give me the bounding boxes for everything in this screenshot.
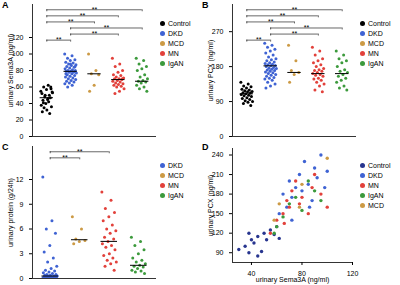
svg-text:80: 80 <box>16 67 24 74</box>
html-text:DKD: DKD <box>368 29 383 37</box>
html-text:C: C <box>2 142 9 152</box>
svg-text:240: 240 <box>212 151 224 158</box>
html-text:Control: Control <box>368 19 391 27</box>
svg-text:urinary protein (g/24h): urinary protein (g/24h) <box>7 178 15 247</box>
html-text:MN: MN <box>168 49 179 57</box>
html-text:MN: MN <box>368 181 379 189</box>
html-text:DKD: DKD <box>168 161 183 169</box>
html-text:D: D <box>202 142 209 152</box>
html-text:Control: Control <box>168 19 191 27</box>
svg-text:120: 120 <box>11 33 24 41</box>
html-text:MN: MN <box>368 49 379 57</box>
svg-text:120: 120 <box>211 229 224 237</box>
svg-text:urinary Sema3A (ng/ml): urinary Sema3A (ng/ml) <box>256 276 330 284</box>
svg-text:90: 90 <box>216 98 224 105</box>
svg-text:180: 180 <box>211 62 224 70</box>
svg-text:**: ** <box>256 36 262 43</box>
svg-text:**: ** <box>268 18 274 25</box>
svg-text:90: 90 <box>216 249 224 256</box>
svg-text:3: 3 <box>20 250 24 257</box>
svg-text:**: ** <box>292 6 298 13</box>
svg-text:**: ** <box>80 12 86 19</box>
svg-text:**: ** <box>280 12 286 19</box>
svg-text:120: 120 <box>347 270 359 277</box>
html-text:A: A <box>2 0 9 10</box>
html-text:MN: MN <box>168 181 179 189</box>
svg-text:**: ** <box>104 24 110 31</box>
svg-text:**: ** <box>62 154 68 161</box>
svg-text:**: ** <box>292 30 298 37</box>
svg-text:40: 40 <box>248 270 256 277</box>
svg-text:270: 270 <box>212 28 224 35</box>
svg-text:0: 0 <box>220 133 224 140</box>
html-text:MCD: MCD <box>168 171 184 179</box>
svg-text:60: 60 <box>16 83 24 90</box>
html-text:DKD: DKD <box>368 171 383 179</box>
svg-text:9: 9 <box>20 200 24 207</box>
svg-text:**: ** <box>92 6 98 13</box>
svg-text:6: 6 <box>20 225 24 232</box>
html-text:IgAN: IgAN <box>168 59 184 67</box>
svg-text:**: ** <box>77 148 83 155</box>
html-text:MCD: MCD <box>368 201 384 209</box>
svg-text:80: 80 <box>298 270 306 278</box>
html-text:IgAN: IgAN <box>368 191 384 199</box>
svg-text:urinary Sema3A (ng/ml): urinary Sema3A (ng/ml) <box>7 34 15 108</box>
html-text:MCD: MCD <box>168 39 184 47</box>
html-text:DKD: DKD <box>168 29 183 37</box>
svg-text:urinary PCX (ng/ml): urinary PCX (ng/ml) <box>207 40 215 101</box>
html-text:B: B <box>202 0 209 10</box>
svg-text:100: 100 <box>11 50 24 58</box>
svg-text:40: 40 <box>16 100 24 107</box>
html-text:IgAN: IgAN <box>368 59 384 67</box>
html-text:IgAN: IgAN <box>168 191 184 199</box>
svg-text:**: ** <box>68 18 74 25</box>
svg-text:150: 150 <box>211 209 224 217</box>
svg-text:**: ** <box>56 36 62 43</box>
svg-text:**: ** <box>92 30 98 37</box>
svg-text:0: 0 <box>20 133 24 140</box>
svg-text:0: 0 <box>20 275 24 282</box>
svg-text:20: 20 <box>16 116 24 123</box>
svg-text:**: ** <box>304 24 310 31</box>
svg-text:12: 12 <box>16 176 24 183</box>
svg-text:210: 210 <box>211 170 224 178</box>
svg-text:urinary PCX (ng/ml): urinary PCX (ng/ml) <box>207 175 215 236</box>
svg-text:180: 180 <box>211 190 224 198</box>
html-text:MCD: MCD <box>368 39 384 47</box>
html-text:Control: Control <box>368 161 391 169</box>
